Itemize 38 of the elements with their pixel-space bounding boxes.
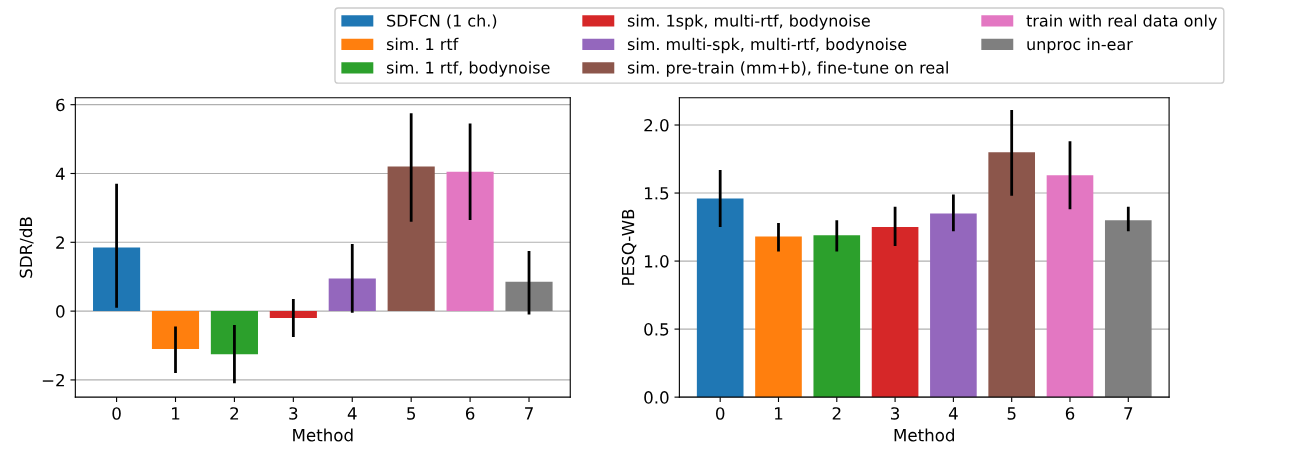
legend-label: SDFCN (1 ch.)	[387, 14, 497, 29]
y-tick-label: 0.5	[644, 323, 669, 336]
y-tick-label: 4	[55, 167, 65, 180]
legend-label: sim. 1spk, multi-rtf, bodynoise	[627, 14, 870, 30]
y-tick-label: 6	[56, 98, 65, 112]
x-tick-label: 5	[1007, 407, 1016, 420]
x-tick-label: 2	[230, 407, 239, 420]
y-tick-label: 0	[56, 305, 65, 318]
y-tick-label: 1.5	[644, 187, 669, 200]
x-axis-title: Method	[894, 428, 954, 442]
legend-label: sim. 1 rtf, bodynoise	[386, 61, 550, 77]
y-tick-label: 2.0	[644, 118, 669, 132]
y-tick-label: 2	[56, 236, 64, 249]
legend-label: sim. pre-train (mm+b), fine-tune on real	[627, 61, 948, 77]
x-tick-label: 7	[1124, 407, 1133, 420]
x-tick-label: 3	[289, 407, 298, 420]
x-axis-title: Method	[293, 428, 353, 442]
x-tick-label: 0	[715, 407, 725, 420]
x-tick-label: 1	[775, 407, 783, 420]
legend-label: sim. 1 rtf	[386, 37, 459, 51]
x-tick-label: 5	[407, 407, 416, 420]
x-tick-label: 0	[112, 407, 121, 420]
legend-label: sim. multi-spk, multi-rtf, bodynoise	[627, 37, 907, 54]
y-axis-title: SDR/dB	[19, 217, 34, 278]
y-tick-label: 1.0	[644, 255, 669, 268]
y-axis-title: PESQ-WB	[621, 209, 637, 285]
x-tick-label: 7	[525, 407, 533, 420]
y-tick-label: 0.0	[644, 391, 669, 404]
legend-label: train with real data only	[1026, 14, 1217, 30]
x-tick-label: 1	[172, 407, 180, 420]
x-tick-label: 2	[832, 407, 841, 420]
legend-label: unproc in-ear	[1027, 37, 1133, 54]
x-tick-label: 6	[465, 407, 475, 420]
x-tick-label: 4	[347, 407, 357, 420]
y-tick-label: −2	[42, 373, 64, 387]
x-tick-label: 3	[891, 407, 900, 420]
x-tick-label: 4	[948, 407, 958, 420]
x-tick-label: 6	[1065, 407, 1075, 420]
